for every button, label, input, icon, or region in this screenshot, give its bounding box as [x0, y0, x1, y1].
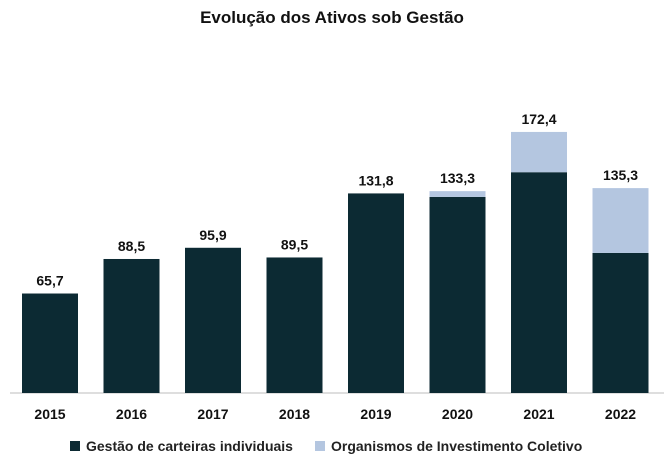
- data-label-2015: 65,7: [36, 273, 63, 289]
- x-tick-label-2015: 2015: [34, 406, 65, 422]
- chart-title: Evolução dos Ativos sob Gestão: [200, 8, 464, 27]
- data-label-2020: 133,3: [440, 170, 475, 186]
- x-tick-label-2018: 2018: [279, 406, 310, 422]
- bar-2021-series-0: [511, 172, 567, 393]
- bar-2017-series-0: [185, 247, 241, 393]
- legend-label-series-1: Organismos de Investimento Coletivo: [330, 438, 583, 454]
- bar-2015-series-0: [22, 293, 78, 393]
- legend-item-series-1: Organismos de Investimento Coletivo: [314, 438, 583, 454]
- legend-label-series-0: Gestão de carteiras individuais: [86, 438, 293, 454]
- x-tick-label-2017: 2017: [197, 406, 228, 422]
- x-tick-label-2020: 2020: [442, 406, 473, 422]
- legend-swatch-series-1: [314, 441, 325, 451]
- bar-2022-series-0: [592, 252, 649, 393]
- data-label-2017: 95,9: [199, 227, 226, 243]
- data-label-2016: 88,5: [118, 238, 145, 254]
- bar-2018-series-0: [266, 257, 323, 393]
- x-tick-label-2019: 2019: [360, 406, 391, 422]
- bar-2021-series-1: [511, 131, 567, 173]
- legend-swatch-series-0: [70, 441, 80, 451]
- legend: Gestão de carteiras individuais Organism…: [70, 438, 660, 454]
- bar-2016-series-0: [103, 258, 160, 393]
- bar-2019-series-0: [348, 193, 404, 393]
- data-label-2018: 89,5: [281, 236, 308, 252]
- legend-item-series-0: Gestão de carteiras individuais: [70, 438, 293, 454]
- data-label-2021: 172,4: [521, 111, 556, 127]
- data-label-2019: 131,8: [358, 172, 393, 188]
- x-tick-label-2016: 2016: [116, 406, 147, 422]
- data-label-2022: 135,3: [603, 167, 638, 183]
- x-tick-label-2022: 2022: [605, 406, 636, 422]
- x-tick-label-2021: 2021: [523, 406, 554, 422]
- bar-2022-series-1: [592, 188, 649, 253]
- bar-2020-series-0: [429, 196, 486, 393]
- bar-2020-series-1: [429, 191, 486, 197]
